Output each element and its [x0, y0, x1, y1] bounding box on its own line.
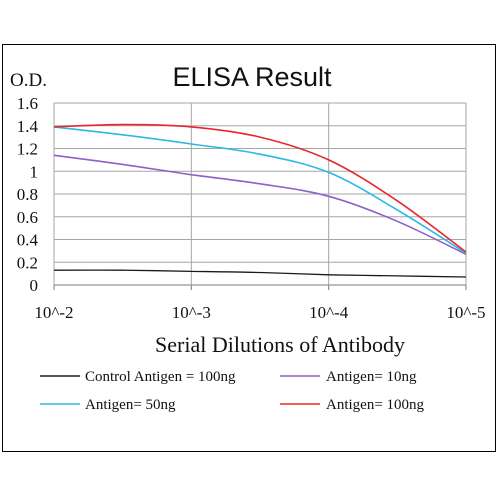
gridlines [53, 102, 467, 290]
series-line-2 [53, 154, 467, 256]
series-line-4 [53, 123, 467, 253]
y-axis-label: O.D. [10, 70, 47, 91]
x-tick-label: 10^-3 [172, 303, 211, 322]
y-tick-labels: 0 0.2 0.4 0.6 0.8 1 1.2 1.4 1.6 [17, 94, 39, 295]
legend-label-3: Antigen= 50ng [85, 397, 176, 413]
y-tick-label: 0.8 [17, 185, 38, 204]
y-tick-label: 1.2 [17, 140, 38, 159]
chart-title: ELISA Result [172, 62, 332, 92]
y-tick-label: 1 [30, 162, 39, 181]
series-line-1 [53, 269, 467, 278]
legend: Control Antigen = 100ng Antigen= 10ng Anti… [40, 369, 425, 413]
y-tick-label: 0.2 [17, 253, 38, 272]
x-axis-label: Serial Dilutions of Antibody [155, 332, 405, 357]
x-tick-label: 10^-5 [446, 303, 485, 322]
legend-label-1: Control Antigen = 100ng [85, 369, 236, 385]
x-tick-label: 10^-4 [309, 303, 349, 322]
y-tick-label: 1.4 [17, 117, 39, 136]
legend-label-2: Antigen= 10ng [326, 369, 417, 385]
y-tick-label: 1.6 [17, 94, 38, 113]
legend-label-4: Antigen= 100ng [326, 397, 425, 413]
y-tick-label: 0 [30, 276, 39, 295]
y-tick-label: 0.6 [17, 208, 38, 227]
x-tick-labels: 10^-2 10^-3 10^-4 10^-5 [34, 303, 485, 322]
plot-series [53, 123, 467, 278]
x-tick-label: 10^-2 [34, 303, 73, 322]
y-tick-label: 0.4 [17, 231, 39, 250]
chart-frame [2, 44, 496, 452]
series-line-3 [53, 126, 467, 254]
